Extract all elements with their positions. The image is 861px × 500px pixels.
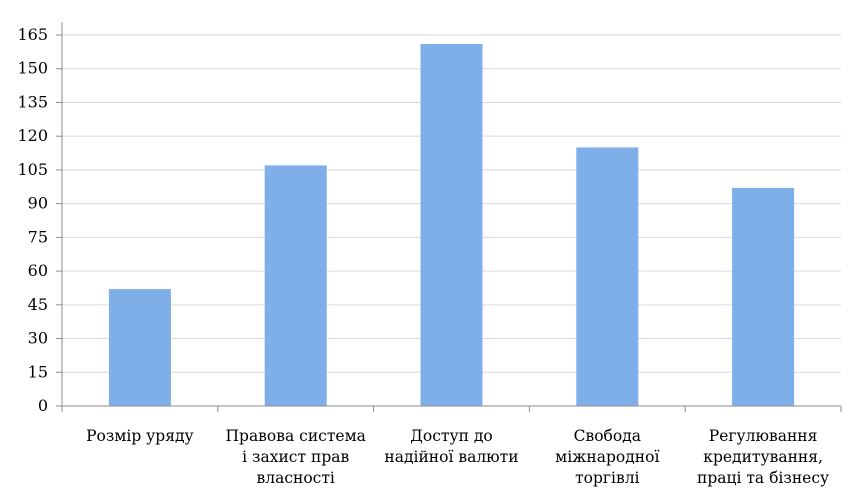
x-category-label: власності <box>257 469 335 487</box>
x-category-label: Регулювання <box>709 427 818 445</box>
y-tick-label: 165 <box>17 25 48 44</box>
y-tick-label: 60 <box>28 261 48 280</box>
x-category-label: праці та бізнесу <box>697 469 829 487</box>
y-tick-label: 75 <box>28 227 48 246</box>
x-category-label: Розмір уряду <box>86 427 194 445</box>
x-category-label: торгівлі <box>575 469 639 487</box>
y-tick-label: 45 <box>28 295 48 314</box>
x-category-label: Доступ до <box>410 427 492 445</box>
bar <box>420 43 483 407</box>
y-tick-labels: 0 15 30 45 60 75 90 105 120 135 150 165 <box>17 25 62 415</box>
bars <box>108 43 795 407</box>
y-tick-label: 30 <box>28 329 48 348</box>
y-tick-label: 15 <box>28 362 48 381</box>
y-tick-label: 0 <box>38 396 48 415</box>
bar <box>108 289 171 406</box>
bar <box>576 147 639 406</box>
x-category-label: міжнародної <box>555 448 659 466</box>
y-tick-label: 90 <box>28 194 48 213</box>
y-tick-label: 120 <box>17 126 48 145</box>
x-category-label: кредитування, <box>703 448 823 466</box>
y-tick-label: 150 <box>17 59 48 78</box>
bar <box>732 187 795 406</box>
y-tick-label: 135 <box>17 92 48 111</box>
y-tick-label: 105 <box>17 160 48 179</box>
x-category-label: і захист прав <box>242 448 349 466</box>
x-category-label: Свобода <box>574 427 641 445</box>
axes <box>61 22 842 412</box>
bar <box>264 165 327 406</box>
x-category-label: надійної валюти <box>384 448 518 466</box>
x-category-label: Правова система <box>226 427 366 445</box>
x-category-labels: Розмір уряду Правова система і захист прав… <box>86 427 829 487</box>
